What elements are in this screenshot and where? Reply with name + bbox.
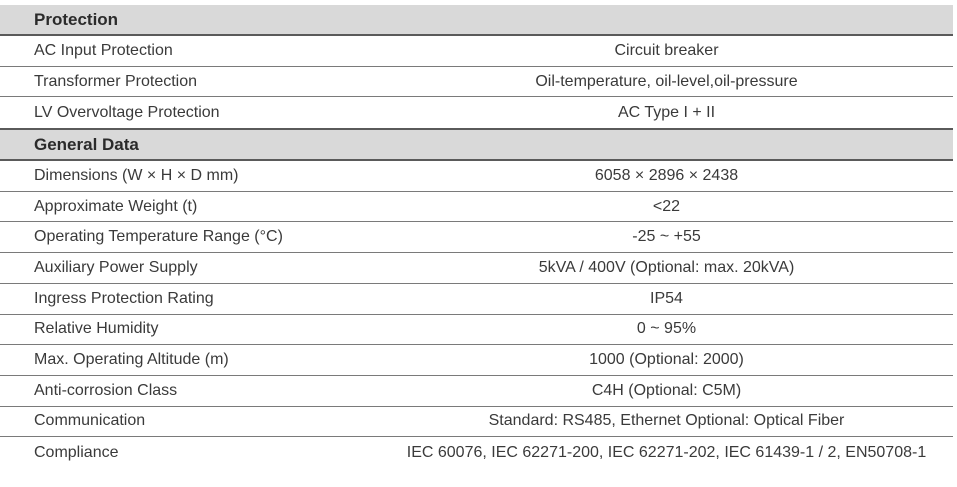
spec-table: Protection AC Input Protection Circuit b… [0,5,953,468]
row-value: 5kVA / 400V (Optional: max. 20kVA) [538,258,795,276]
row-value: Oil-temperature, oil-level,oil-pressure [535,72,798,90]
table-row: Dimensions (W × H × D mm) 6058 × 2896 × … [0,161,953,192]
table-row: Max. Operating Altitude (m) 1000 (Option… [0,345,953,376]
row-label: Max. Operating Altitude (m) [34,351,229,369]
row-value: C4H (Optional: C5M) [591,381,742,399]
section-rows-protection: AC Input Protection Circuit breaker Tran… [0,36,953,131]
row-label: Auxiliary Power Supply [34,258,198,276]
table-row: Anti-corrosion Class C4H (Optional: C5M) [0,376,953,407]
section-header-general-data: General Data [0,130,953,162]
row-value: <22 [652,197,681,215]
row-label: Communication [34,412,146,430]
table-row: Operating Temperature Range (°C) -25 ~ +… [0,222,953,254]
row-value: Circuit breaker [614,41,719,59]
table-row: Approximate Weight (t) <22 [0,192,953,223]
table-row: Communication Standard: RS485, Ethernet … [0,407,953,438]
section-header-protection: Protection [0,5,953,36]
table-row: Auxiliary Power Supply 5kVA / 400V (Opti… [0,253,953,284]
row-label: Ingress Protection Rating [34,289,214,307]
table-row: Ingress Protection Rating IP54 [0,284,953,315]
row-value: 1000 (Optional: 2000) [589,351,744,369]
row-value: IEC 60076, IEC 62271-200, IEC 62271-202,… [406,443,927,461]
row-label: AC Input Protection [34,41,173,59]
row-label: Compliance [34,443,119,461]
row-value: -25 ~ +55 [632,228,701,246]
row-label: Dimensions (W × H × D mm) [34,166,239,184]
row-value: 6058 × 2896 × 2438 [594,166,739,184]
row-value: 0 ~ 95% [636,320,697,338]
table-row: AC Input Protection Circuit breaker [0,36,953,67]
row-label: Transformer Protection [34,72,198,90]
row-value: IP54 [650,289,683,307]
row-value: Standard: RS485, Ethernet Optional: Opti… [488,412,845,430]
section-title: General Data [34,134,139,154]
row-label: Relative Humidity [34,320,159,338]
table-row: LV Overvoltage Protection AC Type I + II [0,97,953,128]
table-row: Relative Humidity 0 ~ 95% [0,315,953,346]
section-title: Protection [34,9,119,29]
section-rows-general-data: Dimensions (W × H × D mm) 6058 × 2896 × … [0,161,953,468]
table-row: Transformer Protection Oil-temperature, … [0,67,953,98]
row-value: AC Type I + II [617,103,716,121]
table-row: Compliance IEC 60076, IEC 62271-200, IEC… [0,437,953,468]
row-label: Operating Temperature Range (°C) [34,228,283,246]
row-label: Anti-corrosion Class [34,381,178,399]
row-label: Approximate Weight (t) [34,197,198,215]
row-label: LV Overvoltage Protection [34,103,220,121]
